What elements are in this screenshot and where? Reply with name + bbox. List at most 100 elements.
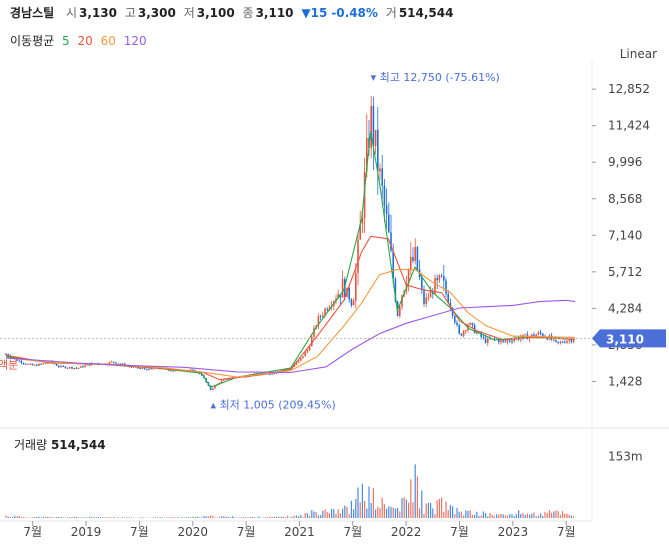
- volume-bar: [546, 513, 548, 518]
- candle-body: [465, 330, 467, 332]
- candle-body: [513, 339, 515, 342]
- candle-body: [170, 370, 172, 372]
- candle-body: [139, 368, 141, 370]
- volume-bar: [388, 506, 390, 518]
- volume-bar: [526, 513, 528, 518]
- volume-bar: [476, 511, 478, 518]
- volume-bar: [56, 516, 58, 518]
- candle-body: [524, 334, 526, 336]
- volume-bar: [425, 503, 427, 518]
- candle-body: [447, 293, 449, 303]
- candle-body: [399, 306, 401, 316]
- volume-bar: [300, 514, 302, 518]
- candle-body: [531, 334, 533, 337]
- volume-bar: [566, 513, 568, 518]
- volume-bar: [324, 509, 326, 518]
- candle-body: [559, 341, 562, 343]
- volume-bar: [331, 508, 333, 518]
- candle-body: [561, 341, 564, 343]
- volume-bar: [515, 514, 517, 518]
- candle-body: [27, 363, 29, 365]
- candle-body: [445, 280, 447, 294]
- volume-bar: [284, 517, 286, 518]
- candle-body: [130, 366, 133, 368]
- candle-body: [440, 275, 443, 277]
- volume-bar: [540, 513, 542, 518]
- candle-body: [273, 373, 276, 375]
- volume-bar: [295, 515, 297, 518]
- volume-bar: [159, 517, 161, 518]
- volume-bar: [430, 502, 432, 518]
- volume-bar: [485, 513, 487, 518]
- current-price-badge: [592, 329, 666, 348]
- volume-short-label: 거: [385, 6, 397, 20]
- candle-body: [487, 338, 489, 343]
- volume-bar: [267, 517, 269, 518]
- candle-body: [509, 340, 511, 342]
- candle-body: [71, 366, 73, 369]
- volume-bar: [458, 511, 460, 518]
- volume-bar: [493, 516, 495, 518]
- volume-bar: [375, 509, 377, 518]
- volume-bar: [207, 516, 209, 518]
- volume-bar: [544, 511, 546, 518]
- volume-bar: [227, 516, 229, 518]
- ma-60: 60: [100, 34, 116, 48]
- candle-body: [168, 369, 170, 371]
- volume-bar: [498, 514, 500, 518]
- volume-bar: [291, 516, 293, 518]
- scale-mode-value: Linear: [619, 47, 657, 61]
- volume-bar: [20, 517, 22, 518]
- candle-body: [564, 341, 566, 343]
- low-label: 저: [183, 6, 195, 20]
- candle-body: [557, 341, 559, 343]
- volume-bar: [333, 509, 335, 518]
- candle-body: [412, 257, 414, 261]
- moving-average-legend[interactable]: 이동평균 5 20 60 120: [10, 32, 151, 49]
- volume-bar: [397, 507, 399, 518]
- candle-body: [462, 330, 465, 336]
- volume-bar: [500, 514, 502, 518]
- candle-body: [22, 362, 25, 364]
- volume-bar: [58, 517, 60, 518]
- volume-bar: [273, 516, 275, 518]
- volume-bar: [535, 516, 537, 518]
- candle-body: [60, 365, 62, 367]
- candle-body: [337, 294, 339, 299]
- candle-body: [29, 363, 31, 365]
- volume-bar: [434, 514, 436, 518]
- candle-body: [284, 369, 287, 371]
- candle-body: [381, 168, 383, 186]
- change-percent: -0.48%: [331, 6, 378, 20]
- candle-body: [436, 278, 438, 281]
- volume-bar: [359, 502, 361, 518]
- volume-bar: [419, 508, 421, 518]
- volume-bar: [405, 499, 407, 518]
- volume-bar: [25, 517, 27, 518]
- candle-body: [108, 362, 111, 365]
- volume-bar: [438, 498, 440, 518]
- candle-body: [357, 239, 359, 273]
- candle-body: [269, 374, 271, 376]
- volume-bar: [309, 515, 311, 518]
- candle-body: [18, 360, 20, 362]
- volume-bar: [38, 516, 40, 518]
- volume-bar: [60, 516, 62, 518]
- candle-body: [36, 364, 38, 366]
- candle-body: [366, 137, 368, 172]
- candle-body: [121, 363, 124, 365]
- volume-bar: [320, 515, 322, 518]
- volume-bar: [106, 517, 108, 518]
- ma-120-line: [5, 299, 576, 374]
- y-tick-label: 5,712: [608, 265, 642, 279]
- volume-bar: [392, 507, 394, 518]
- volume-bar: [199, 517, 201, 518]
- volume-bar: [346, 506, 348, 518]
- volume-bar: [518, 510, 520, 518]
- volume-bar: [293, 515, 295, 518]
- volume-bar: [377, 506, 379, 518]
- volume-bar: [84, 517, 86, 518]
- scale-mode-dropdown[interactable]: Linear: [620, 47, 657, 61]
- x-tick-label: 2023: [498, 525, 529, 539]
